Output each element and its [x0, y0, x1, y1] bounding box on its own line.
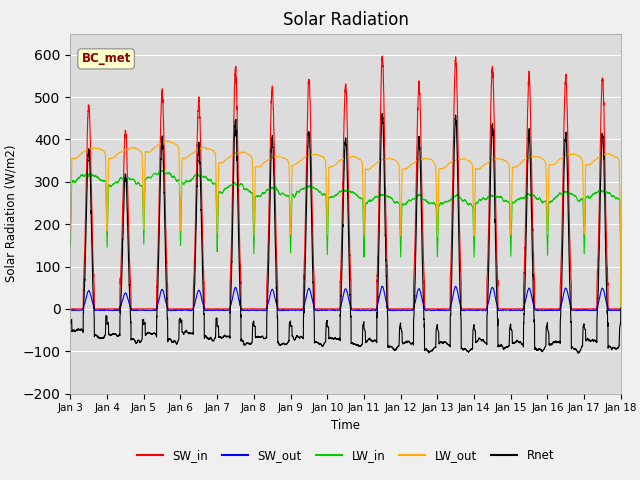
Title: Solar Radiation: Solar Radiation	[283, 11, 408, 29]
Y-axis label: Solar Radiation (W/m2): Solar Radiation (W/m2)	[4, 145, 17, 282]
Text: BC_met: BC_met	[81, 52, 131, 65]
Legend: SW_in, SW_out, LW_in, LW_out, Rnet: SW_in, SW_out, LW_in, LW_out, Rnet	[132, 444, 559, 467]
X-axis label: Time: Time	[331, 419, 360, 432]
